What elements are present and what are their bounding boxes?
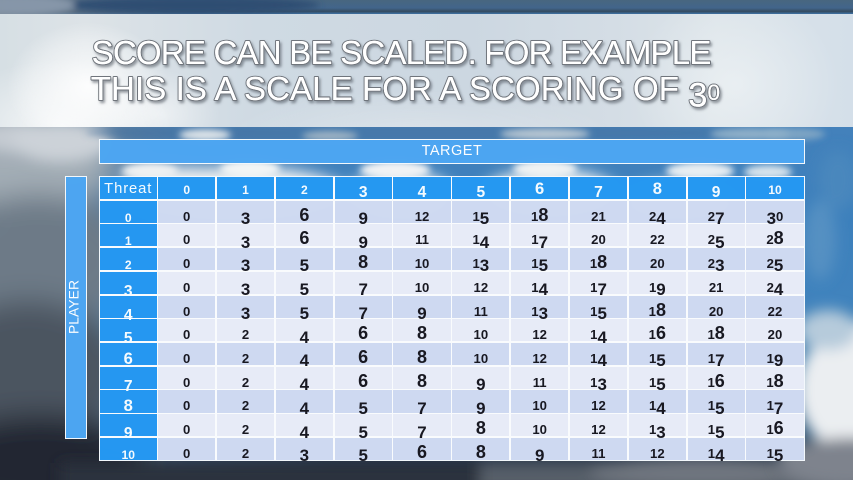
svg-text:SCORE CAN BE SCALED. FOR EXAMP: SCORE CAN BE SCALED. FOR EXAMPLE (92, 34, 711, 71)
svg-text:SCORE CAN BE SCALED. FOR EXAMP: SCORE CAN BE SCALED. FOR EXAMPLE (92, 34, 711, 71)
svg-text:SCORE CAN BE SCALED. FOR EXAMP: SCORE CAN BE SCALED. FOR EXAMPLE (92, 34, 711, 71)
svg-text:THIS IS A SCALE FOR A SCORING: THIS IS A SCALE FOR A SCORING OF 30 (91, 70, 720, 115)
